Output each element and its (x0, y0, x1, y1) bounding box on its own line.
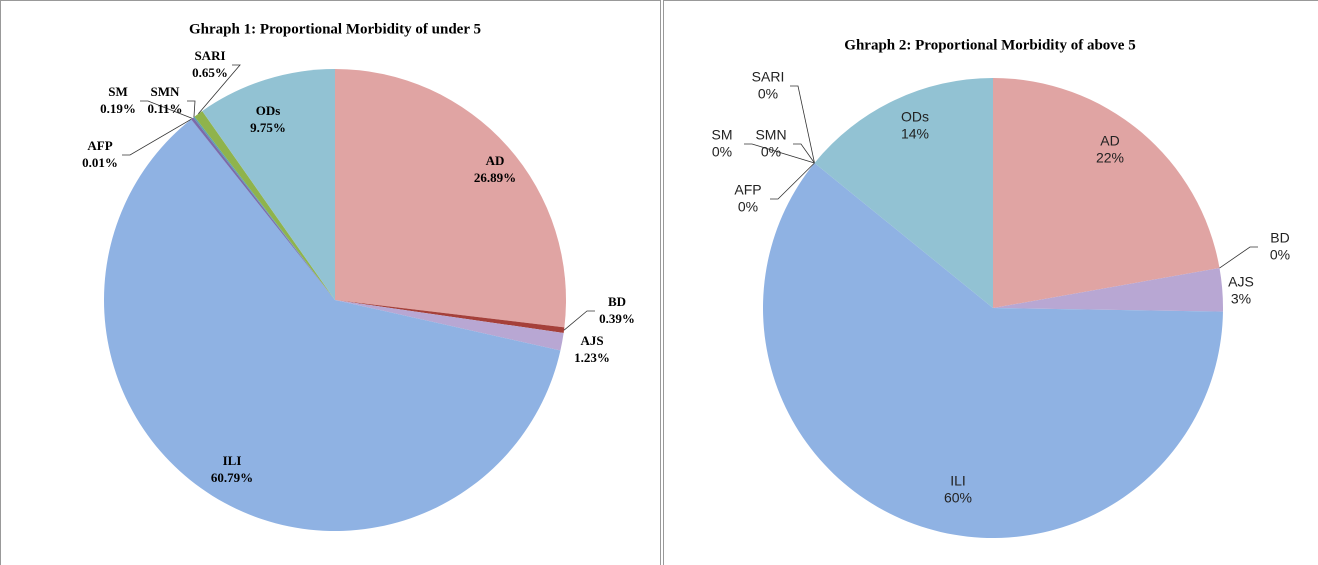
pie-slice (191, 119, 335, 300)
slice-label: SMN (755, 127, 786, 143)
pie-slice (335, 69, 566, 328)
slice-value-label: 0.11% (147, 101, 182, 116)
slice-label: AJS (580, 333, 603, 348)
slice-label: BD (1270, 230, 1289, 246)
slice-value-label: 9.75% (250, 120, 286, 135)
leader-line (770, 162, 815, 200)
pie-slice (202, 69, 335, 300)
slice-value-label: 0.39% (599, 311, 635, 326)
leader-line (140, 100, 193, 119)
slice-label: AD (1100, 133, 1119, 149)
leader-line (563, 310, 595, 331)
slice-value-label: 3% (1231, 291, 1251, 307)
slice-value-label: 60% (944, 490, 972, 506)
slice-value-label: 1.23% (574, 350, 610, 365)
pie-slice (193, 116, 335, 300)
slice-value-label: 22% (1096, 150, 1124, 166)
leader-line (744, 143, 815, 164)
slice-value-label: 0.19% (100, 101, 136, 116)
leader-line (198, 64, 241, 115)
slice-label: AD (486, 153, 505, 168)
chart-1: Ghraph 1: Proportional Morbidity of unde… (82, 21, 635, 532)
chart-title: Ghraph 2: Proportional Morbidity of abov… (844, 37, 1135, 53)
slice-value-label: 0% (738, 199, 758, 215)
pie-slice (814, 77, 993, 308)
slice-value-label: 0% (761, 144, 781, 160)
slice-label: ILI (223, 453, 242, 468)
pie-slice (993, 78, 1220, 308)
slice-value-label: 0% (1270, 247, 1290, 263)
slice-label: SMN (151, 84, 181, 99)
leader-line (793, 143, 815, 164)
slice-value-label: 26.89% (474, 170, 516, 185)
slice-label: ODs (901, 109, 929, 125)
slice-value-label: 0.01% (82, 155, 118, 170)
slice-label: SM (108, 84, 128, 99)
slice-label: ODs (256, 103, 281, 118)
panel-frame (663, 0, 1318, 565)
slice-label: ILI (950, 473, 966, 489)
chart-title: Ghraph 1: Proportional Morbidity of unde… (189, 21, 481, 37)
pie-slice (194, 110, 335, 300)
leader-line (122, 118, 192, 156)
leader-line (187, 100, 196, 118)
slice-label: SM (712, 127, 733, 143)
slice-label: AFP (87, 138, 112, 153)
pie-slice (335, 300, 565, 333)
pie-slice (191, 117, 335, 300)
leader-line (1219, 246, 1258, 269)
slice-value-label: 14% (901, 126, 929, 142)
slice-value-label: 0% (758, 86, 778, 102)
pie-slice (104, 119, 561, 532)
slice-label: BD (608, 294, 626, 309)
panel-frame (0, 0, 661, 565)
slice-label: SARI (752, 69, 785, 85)
pie-slice (763, 162, 1223, 538)
slice-label: AFP (734, 182, 761, 198)
slice-value-label: 60.79% (211, 470, 253, 485)
slice-value-label: 0% (712, 144, 732, 160)
slice-value-label: 0.65% (192, 65, 228, 80)
slice-label: SARI (194, 48, 225, 63)
pie-slice (993, 268, 1224, 312)
chart-2: Ghraph 2: Proportional Morbidity of abov… (712, 37, 1290, 538)
leader-line (790, 85, 815, 164)
pie-slice (335, 300, 564, 351)
slice-label: AJS (1228, 274, 1254, 290)
